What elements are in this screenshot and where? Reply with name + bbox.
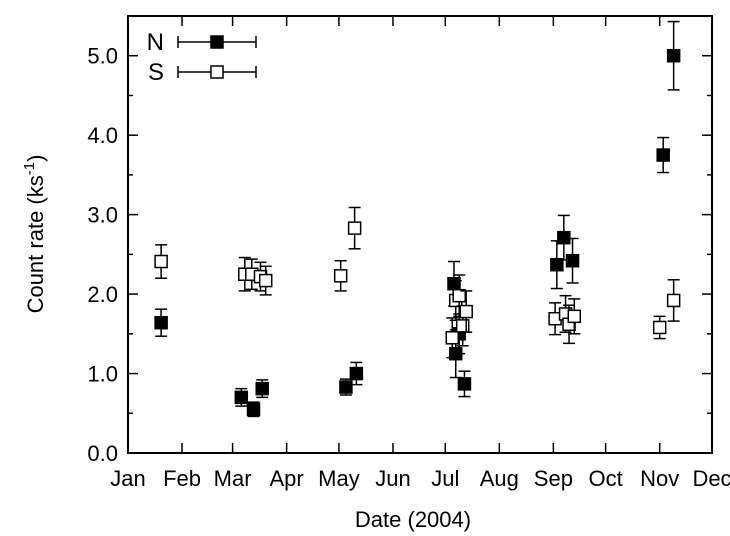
point-s bbox=[154, 254, 168, 269]
point-n bbox=[255, 381, 269, 396]
y-tick-label: 0.0 bbox=[87, 441, 118, 466]
x-tick-label: Nov bbox=[640, 466, 679, 491]
point-s bbox=[459, 304, 473, 319]
point-n bbox=[339, 380, 353, 394]
point-n bbox=[154, 315, 168, 330]
x-tick-label: Oct bbox=[589, 466, 623, 491]
x-tick-label: Aug bbox=[480, 466, 519, 491]
y-tick-label: 5.0 bbox=[87, 44, 118, 69]
point-s bbox=[567, 309, 582, 324]
x-tick-labels: Jan Feb Mar Apr May Jun Jul Aug Sep Oct Nov Dec bbox=[110, 466, 730, 491]
legend-label: N bbox=[147, 29, 164, 56]
series-N bbox=[154, 20, 681, 418]
x-tick-label: Jan bbox=[110, 466, 145, 491]
y-axis-title-main: Count rate (ks bbox=[23, 175, 48, 313]
y-axis-title-superscript: -1 bbox=[21, 162, 38, 175]
point-s bbox=[258, 273, 273, 288]
point-n bbox=[666, 48, 681, 63]
y-tick-label: 2.0 bbox=[87, 282, 118, 307]
point-s bbox=[452, 288, 466, 303]
point-n bbox=[349, 366, 364, 381]
legend-label: S bbox=[148, 59, 164, 86]
x-tick-label: Jun bbox=[375, 466, 410, 491]
point-n bbox=[457, 377, 472, 391]
legend-marker bbox=[210, 65, 224, 79]
series-layer bbox=[154, 20, 681, 418]
point-n bbox=[656, 148, 670, 162]
x-tick-label: Mar bbox=[214, 466, 252, 491]
x-tick-label: Jul bbox=[431, 466, 459, 491]
point-s bbox=[652, 320, 667, 335]
point-n bbox=[557, 230, 571, 245]
y-tick-label: 4.0 bbox=[87, 123, 118, 148]
x-tick-label: Feb bbox=[163, 466, 201, 491]
point-n bbox=[246, 402, 261, 417]
y-axis-title-close: ) bbox=[23, 155, 48, 162]
point-n bbox=[234, 390, 249, 405]
axis-ticks bbox=[127, 15, 713, 454]
y-tick-label: 3.0 bbox=[87, 203, 118, 228]
plot-frame bbox=[127, 15, 713, 454]
x-tick-label: Apr bbox=[270, 466, 304, 491]
x-tick-label: May bbox=[318, 466, 360, 491]
point-s bbox=[666, 293, 681, 308]
y-tick-label: 1.0 bbox=[87, 362, 118, 387]
point-n bbox=[565, 253, 580, 268]
point-s bbox=[347, 221, 362, 235]
x-tick-label: Dec bbox=[692, 466, 730, 491]
point-s bbox=[445, 331, 460, 345]
y-tick-labels: 0.0 1.0 2.0 3.0 4.0 5.0 bbox=[87, 44, 118, 466]
legend: NS bbox=[147, 29, 257, 86]
point-s bbox=[333, 269, 348, 283]
x-tick-label: Sep bbox=[534, 466, 573, 491]
point-n bbox=[447, 277, 461, 291]
point-n bbox=[550, 257, 564, 272]
series-S bbox=[154, 206, 681, 359]
legend-marker bbox=[210, 35, 224, 49]
x-axis-title: Date (2004) bbox=[355, 507, 471, 532]
y-axis-title: Count rate (ks-1) bbox=[21, 155, 48, 314]
